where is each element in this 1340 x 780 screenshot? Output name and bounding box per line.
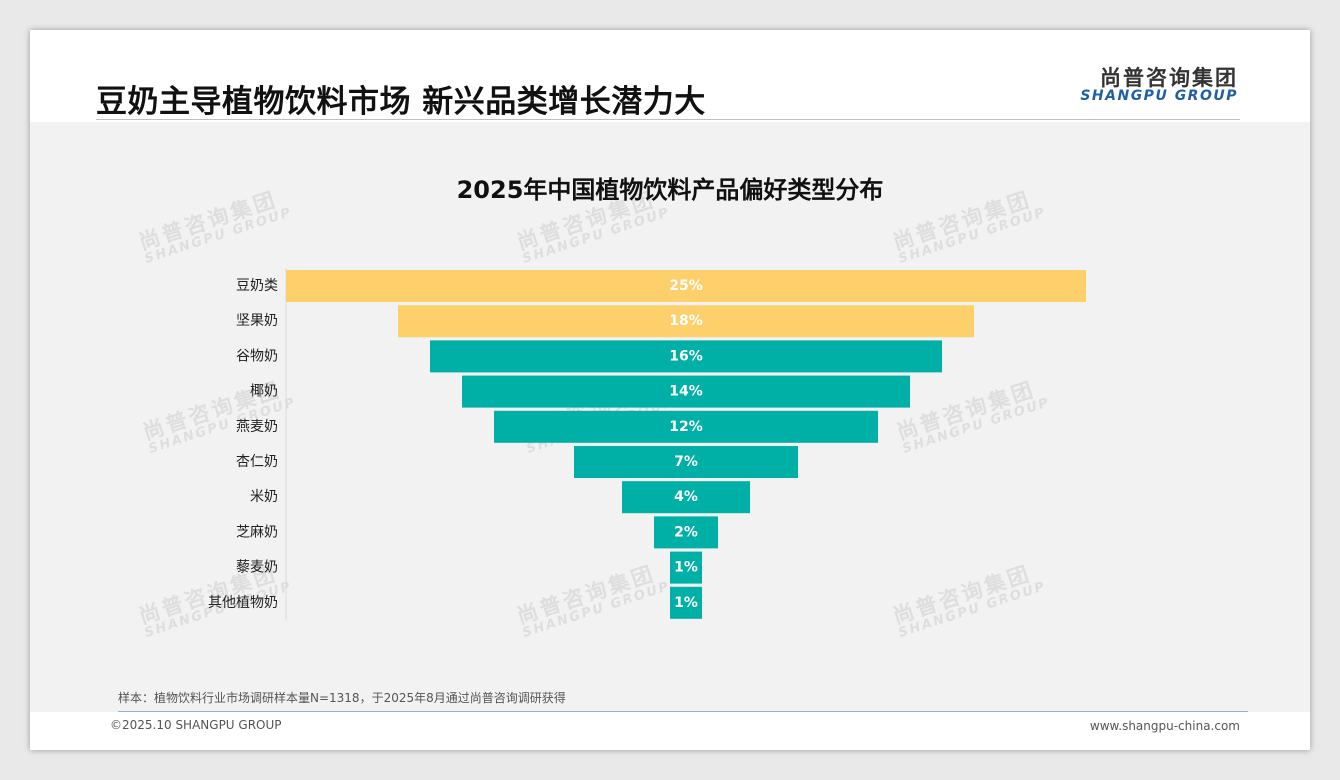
data-label: 2% — [674, 524, 698, 540]
data-label: 4% — [674, 489, 698, 505]
bar — [670, 551, 702, 584]
category-label: 椰奶 — [250, 384, 278, 400]
bar — [462, 375, 910, 408]
category-label: 坚果奶 — [236, 313, 278, 329]
logo-chinese: 尚普咨询集团 — [1100, 66, 1238, 90]
bar — [286, 270, 1086, 302]
category-label: 杏仁奶 — [236, 454, 278, 470]
bar — [574, 446, 798, 478]
data-label: 1% — [674, 595, 698, 611]
logo-english: SHANGPU GROUP — [1080, 88, 1238, 104]
category-label: 米奶 — [250, 489, 278, 505]
category-label: 燕麦奶 — [236, 419, 278, 435]
bar — [398, 305, 974, 338]
category-label: 芝麻奶 — [236, 524, 278, 540]
funnel-chart: 豆奶类 25% 坚果奶 18% 谷物奶 16% 椰奶 14% 燕麦奶 12% 杏仁奶 7% 米奶 4% 芝麻… — [208, 268, 1086, 621]
website-link[interactable]: www.shangpu-china.com — [1089, 719, 1240, 733]
category-label: 豆奶类 — [236, 278, 278, 294]
bar — [654, 516, 718, 549]
data-label: 14% — [669, 384, 703, 400]
category-label: 藜麦奶 — [236, 560, 278, 576]
slide: 豆奶主导植物饮料市场 新兴品类增长潜力大 尚普咨询集团 SHANGPU GROU… — [30, 30, 1310, 750]
data-label: 1% — [674, 560, 698, 576]
data-label: 12% — [669, 419, 703, 435]
copyright: ©2025.10 SHANGPU GROUP — [110, 718, 282, 732]
bar — [494, 410, 878, 443]
footer-divider — [118, 711, 1248, 712]
header-divider — [96, 119, 1240, 120]
data-label: 18% — [669, 313, 703, 329]
category-label: 谷物奶 — [236, 348, 278, 364]
category-label: 其他植物奶 — [208, 595, 278, 611]
data-label: 7% — [674, 454, 698, 470]
bar — [622, 481, 750, 514]
sample-note: 样本：植物饮料行业市场调研样本量N=1318，于2025年8月通过尚普咨询调研获… — [118, 691, 566, 705]
chart-title: 2025年中国植物饮料产品偏好类型分布 — [456, 176, 884, 204]
page-title: 豆奶主导植物饮料市场 新兴品类增长潜力大 — [96, 84, 706, 120]
data-label: 16% — [669, 348, 703, 364]
data-label: 25% — [669, 278, 703, 294]
bar — [430, 340, 942, 373]
bar — [670, 586, 702, 619]
